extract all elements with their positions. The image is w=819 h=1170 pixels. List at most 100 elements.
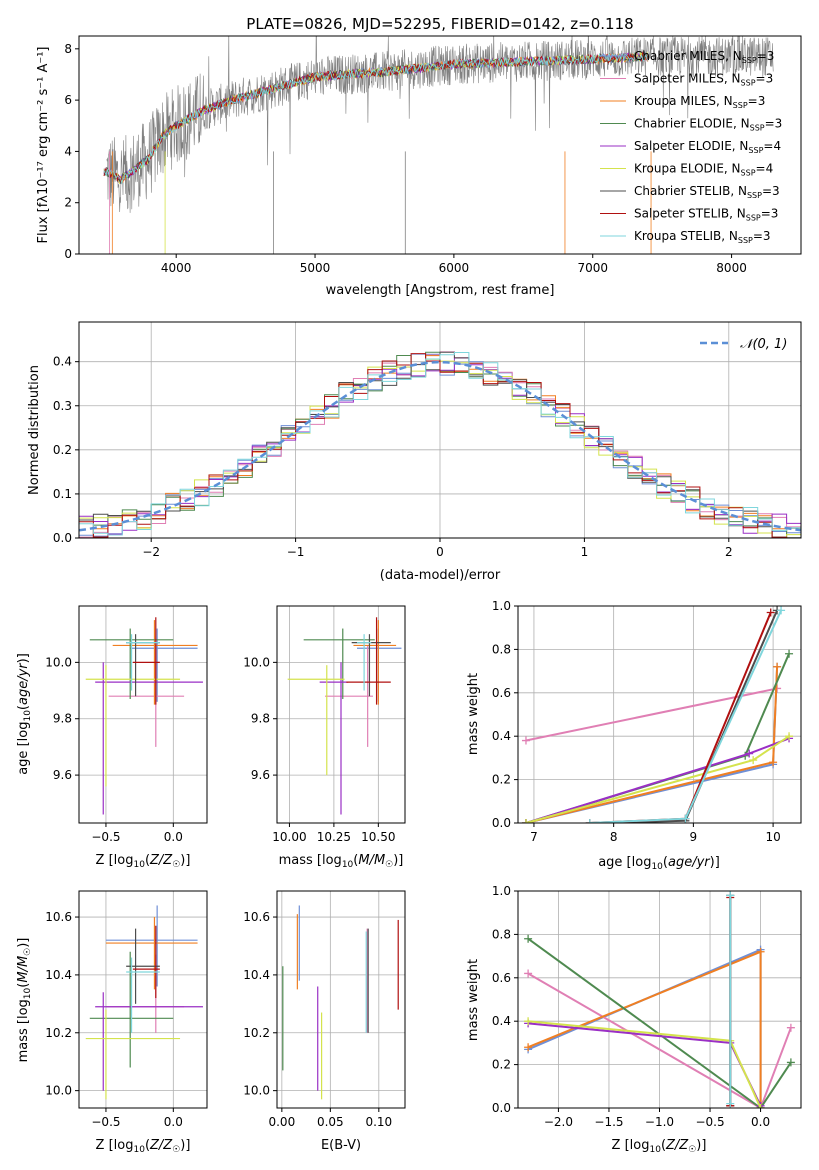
legend-label: Chabrier MILES, NSSP=3 xyxy=(634,49,774,65)
series-marker-kroupa-miles xyxy=(769,758,778,767)
legend-label: Salpeter ELODIE, NSSP=4 xyxy=(634,139,781,155)
series-marker-kroupa-stelib xyxy=(726,891,735,900)
mass-vs-ebv-plot-area: 0.00 0.05 0.10 10.0 10.2 10.4 10.6 xyxy=(243,891,405,1129)
y-tick-label: 8 xyxy=(64,42,72,56)
y-tick-label: 0.8 xyxy=(492,642,511,656)
mass-vs-z-ylabel: mass [log10(M/M☉)] xyxy=(16,938,33,1063)
series-marker-salpeter-stelib xyxy=(766,608,775,617)
series-marker-kroupa-elodie xyxy=(785,732,794,741)
mass-vs-z-axes-frame xyxy=(78,890,208,1109)
residual-hist-salpeter-elodie xyxy=(79,357,801,535)
y-tick-label: 0.0 xyxy=(492,1101,511,1115)
x-tick-label: 0.00 xyxy=(268,1115,295,1129)
x-tick-label: −0.5 xyxy=(91,1115,120,1129)
legend-label-sub: SSP xyxy=(748,146,763,155)
x-tick-label: 10.50 xyxy=(361,830,395,844)
y-tick-label: 0.2 xyxy=(53,443,72,457)
series-line-chabrier-elodie xyxy=(527,937,792,1108)
y-tick-label: 1.0 xyxy=(492,884,511,898)
y-tick-label: 2 xyxy=(64,196,72,210)
legend-label-sub: SSP xyxy=(742,56,757,65)
age-vs-z-panel: −0.5 0.0 9.6 9.8 10.0 Z [log10(Z/Z☉)] age [l… xyxy=(16,605,208,870)
series-marker-kroupa-elodie xyxy=(749,756,758,765)
series-marker-kroupa-stelib xyxy=(726,1099,735,1108)
normal-legend-label: 𝒩(0, 1) xyxy=(740,337,787,352)
legend-label-part: =3 xyxy=(757,49,775,63)
y-tick-label: 9.6 xyxy=(53,768,72,782)
legend-label-part: Salpeter ELODIE, N xyxy=(634,139,748,153)
residuals-legend: 𝒩(0, 1) xyxy=(700,337,787,352)
y-tick-label: 10.2 xyxy=(243,1026,270,1040)
y-tick-label: 4 xyxy=(64,144,72,158)
spectrum-xlabel: wavelength [Angstrom, rest frame] xyxy=(326,283,555,298)
figure-title: PLATE=0826, MJD=52295, FIBERID=0142, z=0… xyxy=(246,15,633,33)
weight-vs-z-panel: −2.0 −1.5 −1.0 −0.5 0.0 0.0 0.2 0.4 0.6 0.8 1.0 Z … xyxy=(466,884,802,1155)
age-vs-mass-panel: 10.00 10.25 10.50 9.6 9.8 10.0 mass [log10(M/… xyxy=(243,605,406,870)
legend-label-part: Chabrier ELODIE, N xyxy=(634,117,750,131)
legend-label-part: Salpeter STELIB, N xyxy=(634,207,746,221)
mass-vs-z-xlabel: Z [log10(Z/Z☉)] xyxy=(96,1138,191,1155)
series-marker-chabrier-elodie xyxy=(785,649,794,658)
mass-vs-ebv-axes-frame xyxy=(276,890,406,1109)
x-tick-label: 2 xyxy=(725,545,733,559)
y-tick-label: 10.0 xyxy=(45,1084,72,1098)
y-tick-label: 10.2 xyxy=(45,1026,72,1040)
weight-vs-age-xlabel: age [log10(age/yr)] xyxy=(598,855,720,872)
series-marker-kroupa-stelib xyxy=(681,814,690,823)
y-tick-label: 0.6 xyxy=(492,971,511,985)
series-marker-chabrier-elodie xyxy=(524,934,533,943)
age-vs-z-ylabel: age [log10(age/yr)] xyxy=(16,653,33,775)
x-tick-label: 8000 xyxy=(716,261,747,275)
y-tick-label: 9.6 xyxy=(251,768,270,782)
errorbar-group xyxy=(282,905,399,1100)
y-tick-label: 0.4 xyxy=(53,355,72,369)
residual-hist-salpeter-stelib xyxy=(79,353,801,538)
spectrum-axes-frame xyxy=(78,35,802,255)
x-tick-label: 0.0 xyxy=(164,830,183,844)
y-tick-label: 0.1 xyxy=(53,487,72,501)
series-line-salpeter-miles xyxy=(527,972,792,1108)
x-tick-label: 7 xyxy=(530,830,538,844)
y-tick-label: 9.8 xyxy=(53,712,72,726)
errorbar-group xyxy=(287,617,402,815)
x-tick-label: −2 xyxy=(142,545,160,559)
legend-label: Chabrier ELODIE, NSSP=3 xyxy=(634,117,782,133)
data-spectrum-line xyxy=(106,36,774,213)
residual-hist-kroupa-stelib xyxy=(79,352,801,537)
x-tick-label: 8 xyxy=(610,830,618,844)
series-marker-salpeter-miles xyxy=(786,1023,795,1032)
series-marker-kroupa-stelib xyxy=(585,819,594,823)
legend-label-part: =3 xyxy=(748,94,766,108)
x-tick-label: 10 xyxy=(765,830,780,844)
legend-label-sub: SSP xyxy=(741,79,756,88)
series-marker-kroupa-stelib xyxy=(777,606,786,615)
legend-label-sub: SSP xyxy=(741,169,756,178)
legend-label-part: =4 xyxy=(763,139,781,153)
spectrum-ylabel: Flux [fλ10⁻¹⁷ erg cm⁻² s⁻¹ A⁻¹] xyxy=(36,47,51,244)
errorbar-group xyxy=(85,905,203,1100)
x-tick-label: 9 xyxy=(690,830,698,844)
y-tick-label: 0 xyxy=(64,247,72,261)
mass-vs-ebv-xlabel: E(B-V) xyxy=(321,1138,361,1153)
legend-label-part: Kroupa MILES, N xyxy=(634,94,733,108)
legend-label-part: =3 xyxy=(753,229,771,243)
x-tick-label: −1.5 xyxy=(594,1115,623,1129)
y-tick-label: 0.0 xyxy=(53,531,72,545)
y-tick-label: 9.8 xyxy=(251,712,270,726)
y-tick-label: 0.3 xyxy=(53,399,72,413)
legend-label-part: Chabrier MILES, N xyxy=(634,49,742,63)
age-vs-z-xlabel: Z [log10(Z/Z☉)] xyxy=(96,853,191,870)
legend-label-sub: SSP xyxy=(747,191,762,200)
x-tick-label: −0.5 xyxy=(91,830,120,844)
series-marker-kroupa-elodie xyxy=(521,819,530,823)
y-tick-label: 0.8 xyxy=(492,927,511,941)
y-tick-label: 0.4 xyxy=(492,729,511,743)
residual-hist-kroupa-elodie xyxy=(79,358,801,538)
legend-label-part: Salpeter MILES, N xyxy=(634,72,741,86)
y-tick-label: 6 xyxy=(64,93,72,107)
series-marker-kroupa-elodie xyxy=(524,1017,533,1026)
residuals-plot-area xyxy=(79,351,801,538)
x-tick-label: 5000 xyxy=(300,261,331,275)
